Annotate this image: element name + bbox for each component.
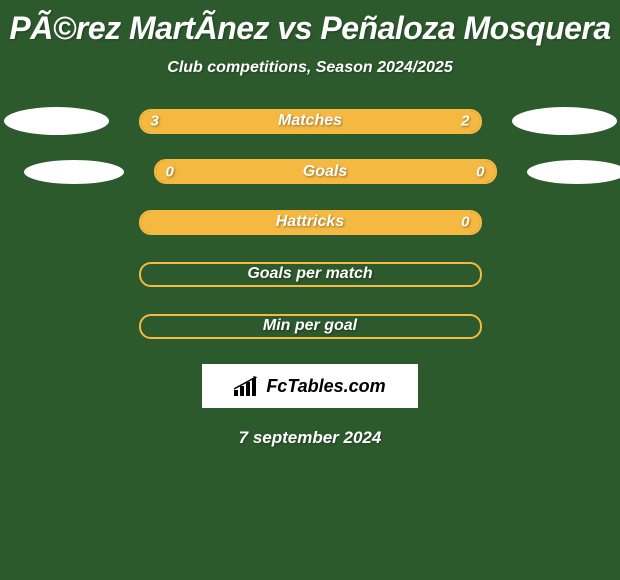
stat-bar: Matches3 2 <box>139 109 482 134</box>
stat-bar: Hattricks0 <box>139 210 482 235</box>
logo-text: FcTables.com <box>266 376 385 397</box>
bars-section: Matches32Goals00Hattricks0Goals per matc… <box>0 107 620 340</box>
stat-row: Goals0 0 <box>0 159 620 184</box>
stat-bar: Goals per match <box>139 262 482 287</box>
date-label: 7 september 2024 <box>0 428 620 448</box>
stat-value-right: 0 <box>461 214 469 231</box>
spacer <box>4 208 109 236</box>
spacer <box>512 208 617 236</box>
stat-row: Hattricks0 <box>0 208 620 236</box>
stat-label: Matches <box>141 112 480 130</box>
stat-row: Min per goal <box>0 312 620 340</box>
stat-row: Matches3 2 <box>0 107 620 135</box>
stat-label: Hattricks <box>141 213 480 231</box>
player-marker-left <box>24 160 124 184</box>
stat-label: Goals <box>156 163 495 181</box>
stat-label: Min per goal <box>141 317 480 335</box>
player-marker-right <box>527 160 620 184</box>
page-subtitle: Club competitions, Season 2024/2025 <box>0 59 620 77</box>
player-marker-right <box>512 107 617 135</box>
stat-value-left: 0 <box>166 163 174 180</box>
stat-bar: Min per goal <box>139 314 482 339</box>
stat-value-left: 3 <box>151 113 159 130</box>
spacer <box>4 312 109 340</box>
logo-box: FcTables.com <box>202 364 418 408</box>
stat-value-right: 2 <box>461 113 469 130</box>
stat-bar: Goals0 0 <box>154 159 497 184</box>
spacer <box>4 260 109 288</box>
player-marker-left <box>4 107 109 135</box>
stat-value-right: 0 <box>476 163 484 180</box>
stat-label: Goals per match <box>141 265 480 283</box>
page-title: PÃ©rez MartÃ­nez vs Peñaloza Mosquera <box>0 10 620 47</box>
bars-icon <box>234 376 260 396</box>
stat-row: Goals per match <box>0 260 620 288</box>
main-container: PÃ©rez MartÃ­nez vs Peñaloza Mosquera Cl… <box>0 0 620 458</box>
spacer <box>512 260 617 288</box>
spacer <box>512 312 617 340</box>
